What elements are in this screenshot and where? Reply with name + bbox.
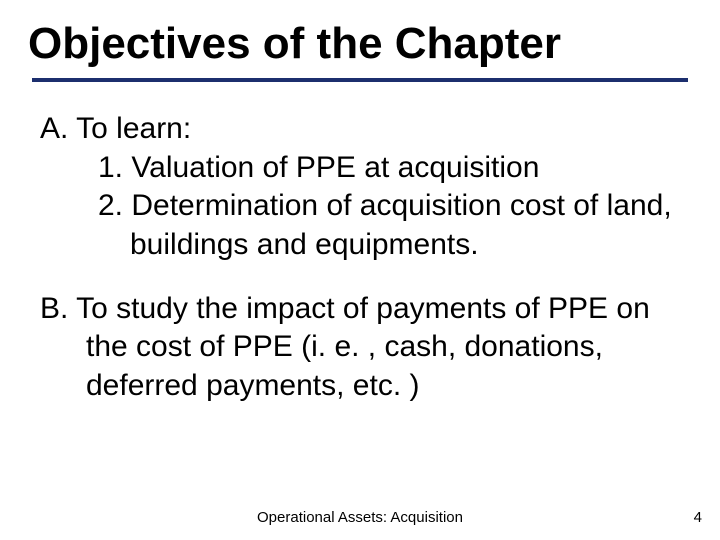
section-a-item-2: 2. Determination of acquisition cost of … [98, 187, 692, 264]
slide: Objectives of the Chapter A. To learn: 1… [0, 0, 720, 540]
section-b: B. To study the impact of payments of PP… [40, 290, 692, 405]
section-a-lead: A. To learn: [40, 110, 692, 148]
section-a: A. To learn: 1. Valuation of PPE at acqu… [28, 110, 692, 264]
page-number: 4 [694, 509, 702, 526]
slide-footer: Operational Assets: Acquisition [0, 509, 720, 526]
slide-title: Objectives of the Chapter [28, 20, 692, 68]
section-a-item-1: 1. Valuation of PPE at acquisition [98, 149, 692, 187]
title-underline [32, 78, 688, 82]
